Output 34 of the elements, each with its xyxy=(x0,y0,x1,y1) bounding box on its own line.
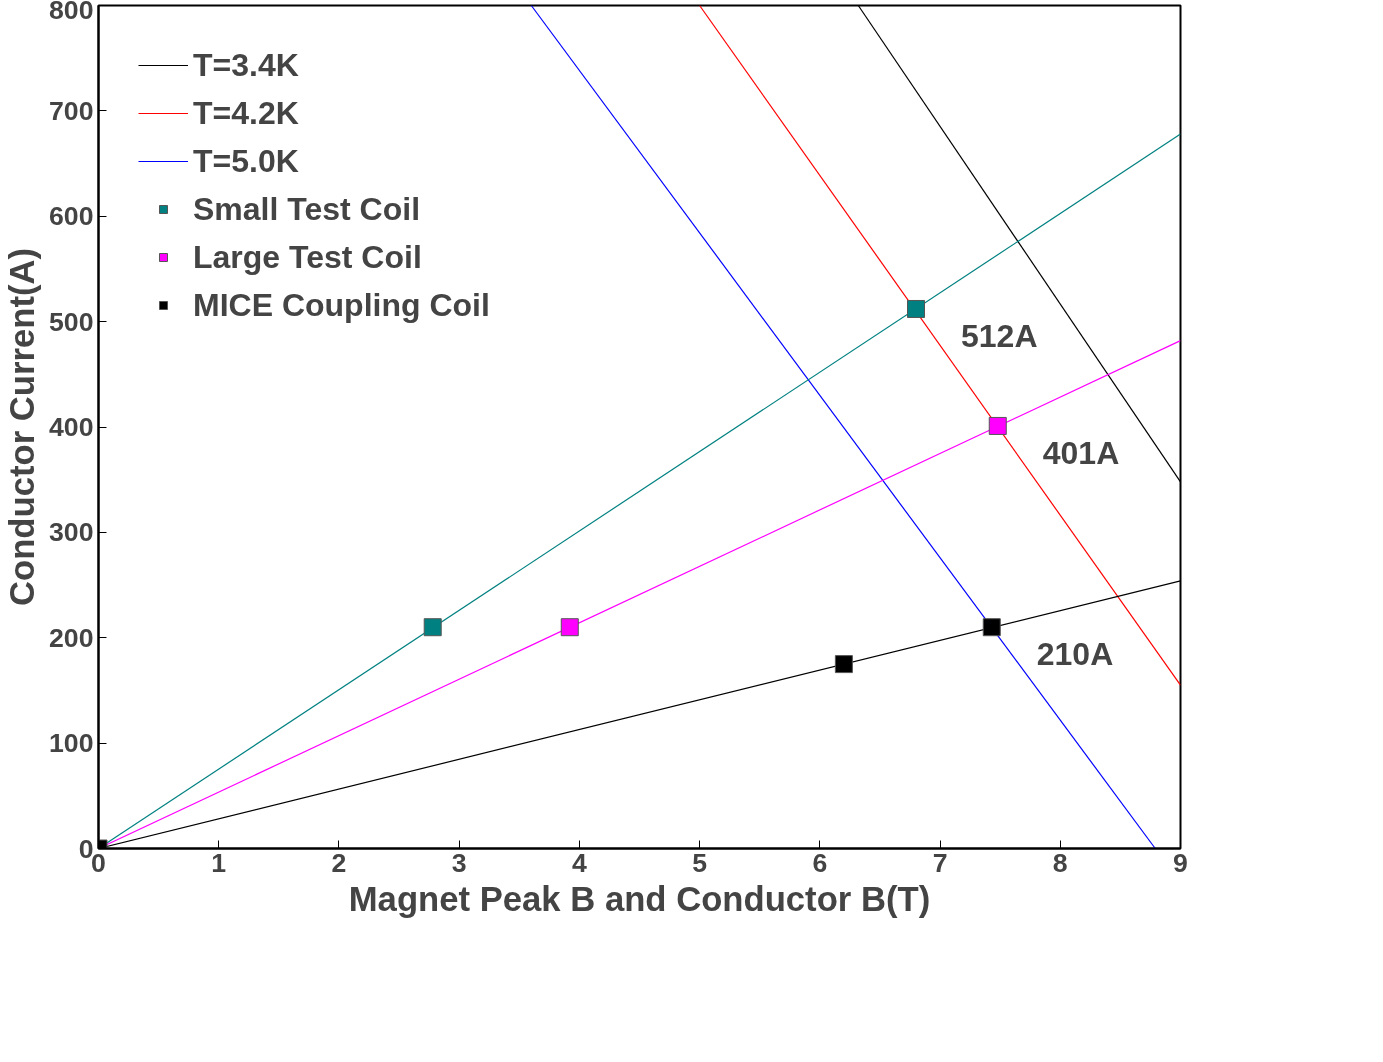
annotation: 210A xyxy=(1036,636,1114,673)
point xyxy=(988,416,1007,435)
point xyxy=(907,299,926,318)
x-tick-label: 5 xyxy=(692,847,708,878)
y-tick-label: 700 xyxy=(49,95,94,126)
legend-label: Large Test Coil xyxy=(193,237,422,277)
y-tick-label: 600 xyxy=(49,201,94,232)
x-tick-label: 3 xyxy=(451,847,467,878)
point xyxy=(834,655,853,674)
legend-label: T=4.2K xyxy=(193,93,299,133)
legend-label: T=3.4K xyxy=(193,45,299,85)
point xyxy=(982,618,1001,637)
point xyxy=(423,618,442,637)
legend-label: Small Test Coil xyxy=(193,189,421,229)
point xyxy=(560,618,579,637)
y-tick-label: 100 xyxy=(49,728,94,759)
x-tick-label: 8 xyxy=(1052,847,1068,878)
annotation: 512A xyxy=(961,317,1038,354)
legend-label: MICE Coupling Coil xyxy=(193,285,490,325)
x-tick-label: 9 xyxy=(1173,847,1188,878)
x-tick-label: 7 xyxy=(932,847,948,878)
y-tick-label: 500 xyxy=(49,306,94,337)
x-tick-label: 6 xyxy=(812,847,828,878)
legend-label: T=5.0K xyxy=(193,141,299,181)
x-tick-label: 2 xyxy=(331,847,347,878)
y-tick-label: 200 xyxy=(49,622,94,653)
x-axis-title: Magnet Peak B and Conductor B(T) xyxy=(348,879,931,918)
y-tick-label: 400 xyxy=(49,412,94,442)
annotation: 401A xyxy=(1042,434,1120,471)
y-axis-title: Conductor Current(A) xyxy=(3,247,42,607)
x-tick-label: 4 xyxy=(571,847,587,878)
x-tick-label: 1 xyxy=(211,847,227,878)
y-tick-label: 800 xyxy=(49,0,94,25)
y-tick-label: 300 xyxy=(49,517,94,548)
